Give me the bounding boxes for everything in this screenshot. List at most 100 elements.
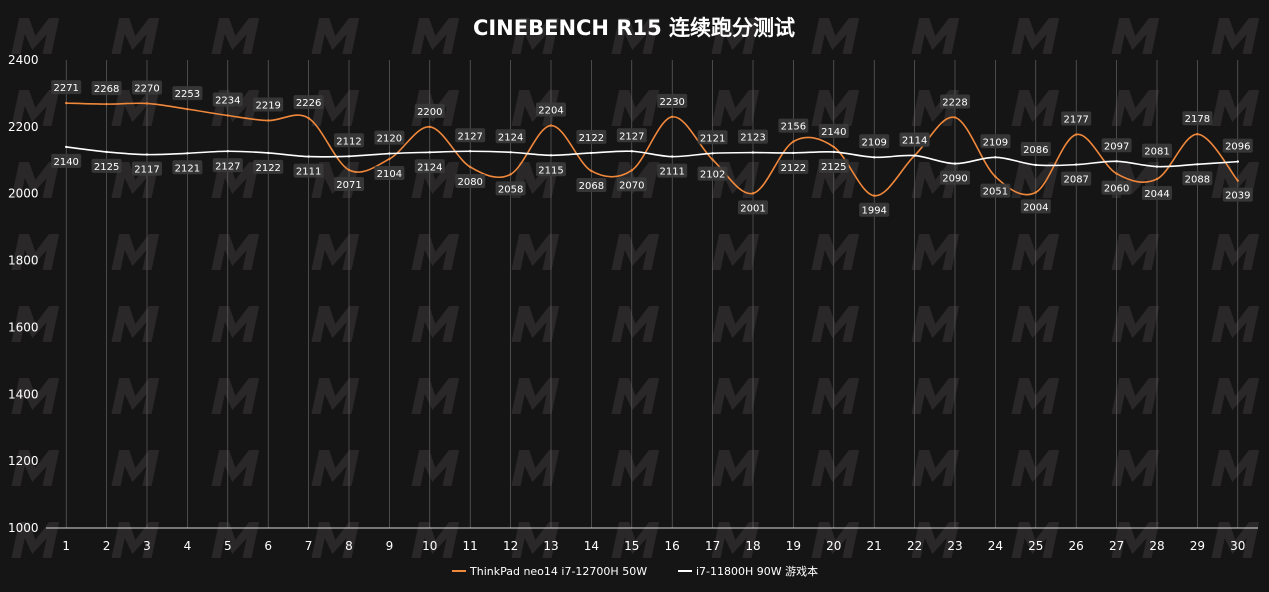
y-tick-label: 2000 <box>8 187 39 201</box>
data-point-series-2 <box>1196 163 1199 166</box>
data-point-series-2 <box>186 152 189 155</box>
data-point-series-2 <box>428 151 431 154</box>
data-label-bg-series-1 <box>657 93 688 108</box>
data-label-series-1: 2071 <box>336 180 361 191</box>
data-label-series-2: 2111 <box>296 167 321 178</box>
data-label-bg-series-1 <box>293 95 324 110</box>
data-label-series-2: 2096 <box>1225 142 1250 153</box>
data-label-bg-series-2 <box>778 159 809 174</box>
data-label-bg-series-1 <box>1061 111 1092 126</box>
data-point-series-2 <box>630 150 633 153</box>
data-label-series-2: 2088 <box>1185 174 1210 185</box>
data-label-bg-series-1 <box>778 118 809 133</box>
data-point-series-2 <box>1034 163 1038 167</box>
data-point-series-2 <box>307 155 310 158</box>
legend-label-series-2: i7-11800H 90W 游戏本 <box>696 564 818 578</box>
data-label-series-1: 2230 <box>659 97 684 108</box>
y-tick-label: 1600 <box>8 320 39 334</box>
data-label-series-2: 2090 <box>942 174 967 185</box>
x-tick-label: 2 <box>103 539 111 553</box>
data-label-bg-series-2 <box>980 134 1011 149</box>
data-label-bg-series-1 <box>616 177 647 192</box>
data-label-bg-series-2 <box>697 130 728 145</box>
x-tick-label: 28 <box>1149 539 1164 553</box>
data-point-series-1 <box>347 168 351 172</box>
data-point-series-1 <box>590 169 593 173</box>
data-label-series-1: 2200 <box>417 107 442 118</box>
data-label-series-2: 2097 <box>1104 141 1129 152</box>
x-tick-label: 30 <box>1230 539 1245 553</box>
data-point-series-1 <box>1115 172 1118 175</box>
data-label-series-2: 2117 <box>134 165 159 176</box>
data-label-bg-series-2 <box>940 170 970 185</box>
data-label-bg-series-1 <box>980 183 1011 198</box>
data-label-bg-series-1 <box>536 102 566 117</box>
data-point-series-1 <box>267 119 270 122</box>
data-point-series-1 <box>873 194 876 197</box>
data-label-series-1: 2060 <box>1104 184 1129 195</box>
data-label-series-1: 2044 <box>1144 189 1169 200</box>
data-point-series-2 <box>226 150 229 153</box>
data-label-bg-series-2 <box>1061 171 1092 186</box>
data-point-series-1 <box>1034 191 1038 194</box>
data-label-bg-series-1 <box>1222 187 1253 202</box>
x-tick-label: 29 <box>1190 539 1205 553</box>
data-point-series-2 <box>1236 160 1240 163</box>
x-tick-label: 4 <box>184 539 192 553</box>
x-tick-label: 11 <box>463 539 478 553</box>
series-lines <box>65 101 1240 197</box>
data-label-bg-series-1 <box>253 97 284 112</box>
x-tick-label: 8 <box>345 539 353 553</box>
data-label-series-1: 2219 <box>255 101 280 112</box>
x-tick-label: 24 <box>988 539 1003 553</box>
data-label-series-2: 2112 <box>336 136 361 147</box>
data-label-bg-series-1 <box>1142 186 1172 201</box>
data-label-series-1: 2039 <box>1225 191 1250 202</box>
data-label-bg-series-1 <box>1101 180 1132 195</box>
data-label-series-2: 2121 <box>700 133 725 144</box>
data-point-series-1 <box>953 116 957 119</box>
data-point-series-2 <box>1155 165 1159 168</box>
y-tick-label: 2400 <box>8 53 39 67</box>
data-label-series-2: 2109 <box>861 137 886 148</box>
data-label-bg-series-1 <box>455 173 486 188</box>
y-tick-label: 1000 <box>8 521 39 535</box>
x-tick-label: 14 <box>584 539 599 553</box>
data-point-series-2 <box>549 154 553 157</box>
data-label-series-2: 2122 <box>579 133 604 144</box>
data-point-series-2 <box>711 152 714 155</box>
data-label-series-1: 2058 <box>498 184 523 195</box>
x-tick-label: 15 <box>624 539 639 553</box>
data-label-bg-series-2 <box>1020 141 1051 156</box>
data-label-bg-series-1 <box>859 202 890 217</box>
data-label-series-2: 2125 <box>821 162 846 173</box>
data-label-bg-series-2 <box>253 159 284 174</box>
data-label-series-1: 2234 <box>215 95 240 106</box>
data-point-series-1 <box>1196 133 1199 136</box>
data-label-bg-series-1 <box>51 80 82 95</box>
data-point-series-2 <box>994 156 997 159</box>
y-tick-label: 1800 <box>8 254 39 268</box>
data-label-series-2: 2123 <box>740 133 765 144</box>
data-label-series-1: 2001 <box>740 203 765 214</box>
data-point-series-2 <box>671 155 674 158</box>
data-label-bg-series-1 <box>495 181 526 196</box>
data-label-series-1: 2226 <box>296 98 321 109</box>
legend-label-series-1: ThinkPad neo14 i7-12700H 50W <box>469 565 647 578</box>
data-label-bg-series-2 <box>414 159 445 174</box>
data-label-series-2: 2114 <box>902 136 927 147</box>
data-label-bg-series-2 <box>172 160 203 175</box>
data-label-bg-series-1 <box>132 80 162 95</box>
x-tick-label: 1 <box>62 539 70 553</box>
data-point-series-1 <box>1075 133 1078 136</box>
chart-title: CINEBENCH R15 连续跑分测试 <box>473 16 795 40</box>
data-point-series-1 <box>105 102 108 106</box>
x-tick-label: 27 <box>1109 539 1124 553</box>
data-label-series-2: 2122 <box>255 163 280 174</box>
data-point-series-1 <box>145 102 149 105</box>
x-tick-label: 6 <box>264 539 272 553</box>
data-label-bg-series-2 <box>657 163 688 178</box>
